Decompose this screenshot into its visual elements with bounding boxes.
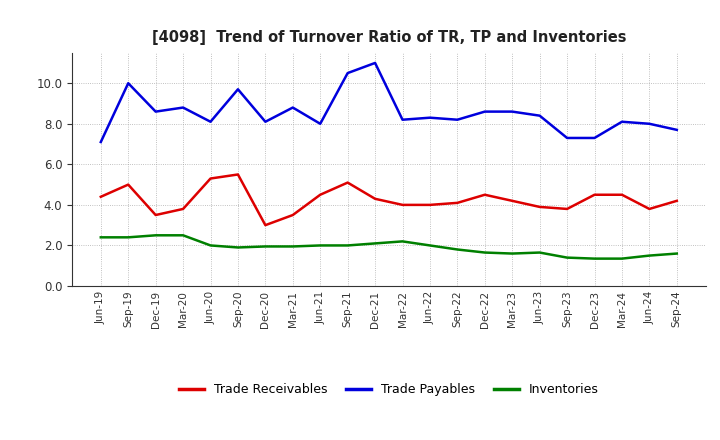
- Trade Payables: [645, 121, 654, 126]
- Inventories: [151, 233, 160, 238]
- Trade Payables: [233, 87, 242, 92]
- Inventories: [398, 239, 407, 244]
- Inventories: [453, 247, 462, 252]
- Inventories: [563, 255, 572, 260]
- Trade Receivables: [453, 200, 462, 205]
- Trade Receivables: [151, 213, 160, 218]
- Line: Inventories: Inventories: [101, 235, 677, 259]
- Inventories: [426, 243, 434, 248]
- Trade Receivables: [618, 192, 626, 198]
- Trade Payables: [398, 117, 407, 122]
- Inventories: [371, 241, 379, 246]
- Trade Payables: [508, 109, 516, 114]
- Inventories: [179, 233, 187, 238]
- Trade Payables: [563, 136, 572, 141]
- Line: Trade Receivables: Trade Receivables: [101, 175, 677, 225]
- Trade Payables: [453, 117, 462, 122]
- Inventories: [343, 243, 352, 248]
- Trade Receivables: [289, 213, 297, 218]
- Inventories: [96, 235, 105, 240]
- Trade Receivables: [96, 194, 105, 199]
- Trade Receivables: [590, 192, 599, 198]
- Trade Receivables: [261, 223, 270, 228]
- Trade Payables: [536, 113, 544, 118]
- Inventories: [289, 244, 297, 249]
- Trade Receivables: [233, 172, 242, 177]
- Trade Receivables: [563, 206, 572, 212]
- Inventories: [645, 253, 654, 258]
- Title: [4098]  Trend of Turnover Ratio of TR, TP and Inventories: [4098] Trend of Turnover Ratio of TR, TP…: [151, 29, 626, 45]
- Trade Payables: [480, 109, 489, 114]
- Trade Receivables: [536, 204, 544, 209]
- Trade Receivables: [124, 182, 132, 187]
- Trade Receivables: [179, 206, 187, 212]
- Trade Payables: [343, 70, 352, 76]
- Inventories: [261, 244, 270, 249]
- Trade Receivables: [371, 196, 379, 202]
- Trade Receivables: [480, 192, 489, 198]
- Trade Payables: [618, 119, 626, 125]
- Inventories: [206, 243, 215, 248]
- Trade Receivables: [316, 192, 325, 198]
- Trade Payables: [206, 119, 215, 125]
- Trade Payables: [590, 136, 599, 141]
- Line: Trade Payables: Trade Payables: [101, 63, 677, 142]
- Inventories: [316, 243, 325, 248]
- Trade Payables: [289, 105, 297, 110]
- Trade Receivables: [508, 198, 516, 203]
- Inventories: [536, 250, 544, 255]
- Trade Receivables: [398, 202, 407, 208]
- Trade Receivables: [426, 202, 434, 208]
- Trade Receivables: [672, 198, 681, 203]
- Trade Payables: [96, 139, 105, 145]
- Trade Payables: [179, 105, 187, 110]
- Inventories: [124, 235, 132, 240]
- Trade Receivables: [206, 176, 215, 181]
- Trade Payables: [124, 81, 132, 86]
- Trade Payables: [261, 119, 270, 125]
- Inventories: [590, 256, 599, 261]
- Inventories: [618, 256, 626, 261]
- Inventories: [508, 251, 516, 256]
- Inventories: [233, 245, 242, 250]
- Trade Receivables: [343, 180, 352, 185]
- Legend: Trade Receivables, Trade Payables, Inventories: Trade Receivables, Trade Payables, Inven…: [174, 378, 604, 401]
- Inventories: [480, 250, 489, 255]
- Trade Receivables: [645, 206, 654, 212]
- Inventories: [672, 251, 681, 256]
- Trade Payables: [426, 115, 434, 120]
- Trade Payables: [151, 109, 160, 114]
- Trade Payables: [371, 60, 379, 66]
- Trade Payables: [316, 121, 325, 126]
- Trade Payables: [672, 127, 681, 132]
